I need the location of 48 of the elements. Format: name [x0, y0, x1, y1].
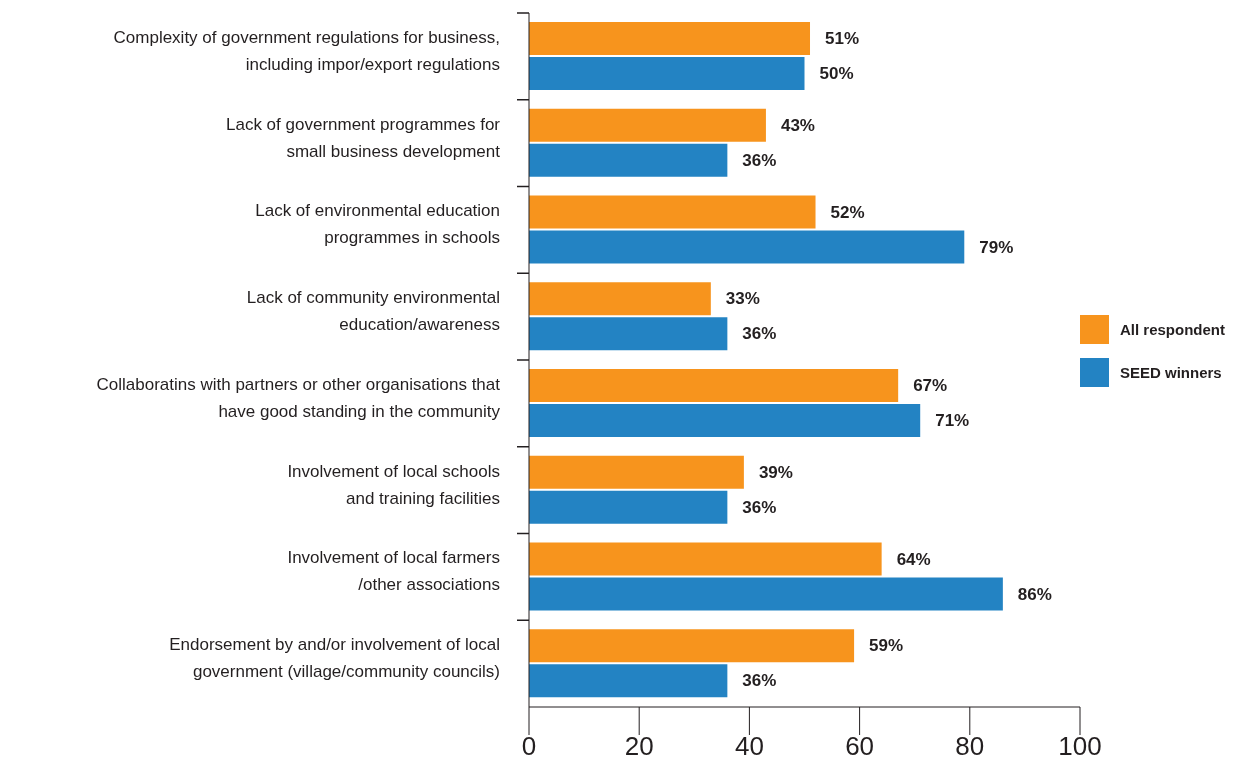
data-label: 36% — [742, 324, 777, 344]
data-label: 86% — [1017, 584, 1052, 604]
y-tick-label: Involvement of local farmers /other associations — [287, 547, 500, 594]
bar — [529, 490, 728, 524]
x-tick-label: 0 — [521, 731, 537, 762]
y-tick-label: Endorsement by and/or involvement of local government (village/community councils) — [169, 634, 500, 681]
data-label: 51% — [825, 29, 860, 48]
data-label: 39% — [758, 462, 793, 482]
y-tick-label: Lack of environmental education programmes in schools — [255, 200, 500, 247]
x-tick-label: 20 — [624, 731, 654, 762]
data-label: 36% — [742, 497, 777, 517]
data-label: 59% — [869, 636, 904, 656]
bar — [529, 455, 744, 489]
bar — [529, 404, 921, 437]
data-label: 52% — [830, 202, 865, 222]
data-label: 33% — [725, 289, 760, 309]
bar — [529, 108, 766, 142]
legend-label: SEED winners — [1120, 363, 1222, 381]
bar — [529, 282, 711, 316]
x-tick-label: 60 — [845, 731, 875, 762]
y-tick-label: Collaboratins with partners or other organisations that have good standing in the community — [96, 374, 501, 421]
y-tick-label: Involvement of local schools and training facilities — [287, 461, 500, 508]
bar — [529, 22, 811, 55]
bar — [529, 629, 855, 663]
bar — [529, 57, 805, 90]
y-tick-label: Complexity of government regulations for business, including impor/export regulations — [113, 27, 500, 74]
data-label: 67% — [913, 376, 948, 395]
legend-label: All respondent — [1120, 320, 1226, 338]
data-label: 43% — [780, 115, 815, 135]
bar — [529, 195, 816, 229]
x-tick-label: 40 — [734, 731, 764, 762]
bar — [529, 369, 899, 402]
bar — [529, 143, 728, 177]
data-label: 71% — [935, 411, 970, 430]
y-tick-label: Lack of government programmes for small business development — [225, 114, 501, 161]
data-label: 36% — [742, 671, 777, 691]
x-tick-label: 80 — [955, 731, 985, 762]
data-label: 79% — [979, 237, 1014, 257]
data-label: 50% — [819, 64, 854, 83]
bar — [529, 577, 1003, 611]
bar — [529, 230, 965, 264]
y-tick-label: Lack of community environmental education/awareness — [246, 287, 500, 334]
bar — [529, 317, 728, 351]
data-label: 64% — [896, 549, 931, 569]
bar — [529, 542, 882, 576]
x-tick-label: 100 — [1058, 731, 1102, 762]
bar — [529, 664, 728, 698]
data-label: 36% — [742, 150, 777, 170]
